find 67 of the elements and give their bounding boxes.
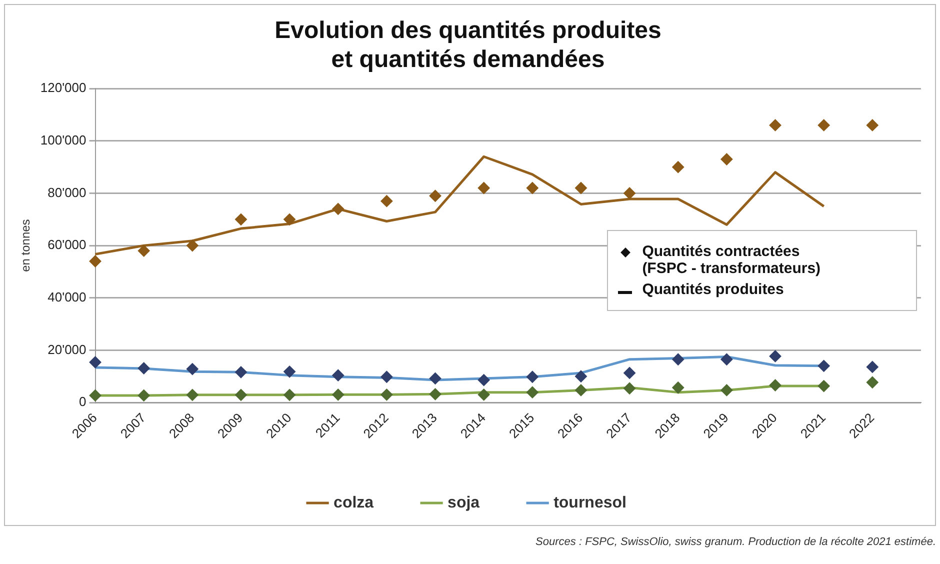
point bbox=[818, 380, 830, 392]
y-axis-title: en tonnes bbox=[18, 219, 33, 272]
point bbox=[138, 244, 150, 257]
point bbox=[866, 376, 878, 388]
point bbox=[89, 255, 102, 268]
point bbox=[284, 366, 296, 378]
point bbox=[186, 388, 198, 401]
annotation: Quantités contractées (FSPC - transformateurs) bbox=[642, 242, 821, 277]
point bbox=[186, 363, 198, 376]
point bbox=[284, 388, 296, 401]
point bbox=[769, 379, 782, 392]
chart-title: Evolution des quantités produites et quantités demandées bbox=[274, 17, 662, 73]
point bbox=[720, 353, 733, 366]
point bbox=[478, 374, 490, 386]
point bbox=[526, 182, 538, 194]
legend-panel: Quantités contractées (FSPC - transformateurs) Quantités produites bbox=[607, 230, 917, 311]
point bbox=[380, 195, 393, 208]
legend-label: soja bbox=[448, 494, 480, 512]
point bbox=[429, 190, 442, 202]
point bbox=[478, 182, 490, 194]
point bbox=[138, 362, 150, 374]
point bbox=[866, 360, 878, 373]
y-tick-label: 20'000 bbox=[48, 342, 86, 357]
point bbox=[624, 187, 636, 200]
point bbox=[234, 388, 247, 401]
y-tick-label: 120'000 bbox=[40, 80, 86, 96]
legend-label: tournesol bbox=[554, 494, 626, 512]
point bbox=[769, 350, 782, 362]
point bbox=[720, 153, 733, 166]
point bbox=[720, 384, 733, 396]
point bbox=[672, 161, 684, 174]
point bbox=[624, 366, 636, 379]
point bbox=[672, 353, 684, 366]
point bbox=[234, 213, 247, 226]
point bbox=[574, 370, 587, 382]
point bbox=[526, 370, 538, 383]
point bbox=[818, 119, 830, 132]
point bbox=[89, 389, 102, 402]
y-tick-label: 40'000 bbox=[48, 289, 86, 304]
source-note: Sources : FSPC, SwissOlio, swiss granum. Production de la récolte 2021 estimée. bbox=[536, 536, 936, 548]
point bbox=[138, 389, 150, 402]
point bbox=[380, 388, 393, 401]
point bbox=[429, 388, 442, 400]
point bbox=[332, 369, 344, 382]
legend-label: colza bbox=[334, 494, 374, 512]
point bbox=[380, 370, 393, 383]
point bbox=[478, 388, 490, 401]
y-tick-label: 80'000 bbox=[48, 184, 86, 200]
point bbox=[234, 366, 247, 378]
point bbox=[574, 182, 587, 194]
annotation: Quantités produites bbox=[642, 280, 784, 298]
y-tick-label: 0 bbox=[79, 394, 86, 410]
y-tick-label: 60'000 bbox=[48, 237, 86, 252]
point bbox=[818, 360, 830, 372]
point bbox=[89, 356, 102, 368]
point bbox=[332, 388, 344, 401]
point bbox=[866, 119, 878, 132]
point bbox=[284, 213, 296, 226]
point bbox=[429, 372, 442, 384]
point bbox=[332, 202, 344, 215]
y-tick-label: 100'000 bbox=[40, 132, 86, 148]
point bbox=[186, 240, 198, 252]
point bbox=[574, 384, 587, 396]
point bbox=[526, 386, 538, 398]
point bbox=[769, 119, 782, 132]
point bbox=[624, 382, 636, 394]
point bbox=[672, 382, 684, 394]
